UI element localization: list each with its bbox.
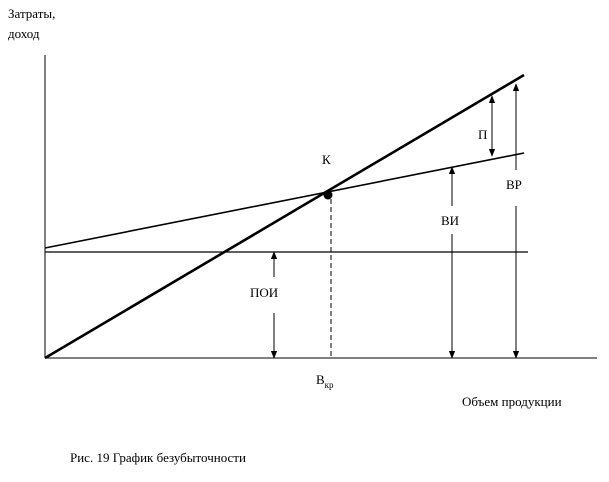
total-cost-line: [44, 152, 525, 249]
y-axis-label: доход: [8, 26, 40, 41]
breakeven-point: [323, 190, 333, 200]
revenue-line: [44, 73, 525, 360]
breakeven-sub: кр: [325, 380, 334, 390]
variable-cost-label: ВИ: [441, 213, 459, 228]
y-axis-label: Затраты,: [8, 6, 55, 21]
breakeven-label: Вкр: [316, 372, 334, 390]
axes: [44, 55, 597, 359]
point-label: К: [322, 152, 331, 167]
profit-label: П: [478, 127, 487, 142]
fixed-cost-label: ПОИ: [250, 285, 278, 300]
revenue-label: ВР: [506, 177, 522, 192]
breakeven-main: В: [316, 372, 325, 387]
x-axis-label: Объем продукции: [462, 394, 562, 409]
caption: Рис. 19 График безубыточности: [70, 450, 246, 465]
